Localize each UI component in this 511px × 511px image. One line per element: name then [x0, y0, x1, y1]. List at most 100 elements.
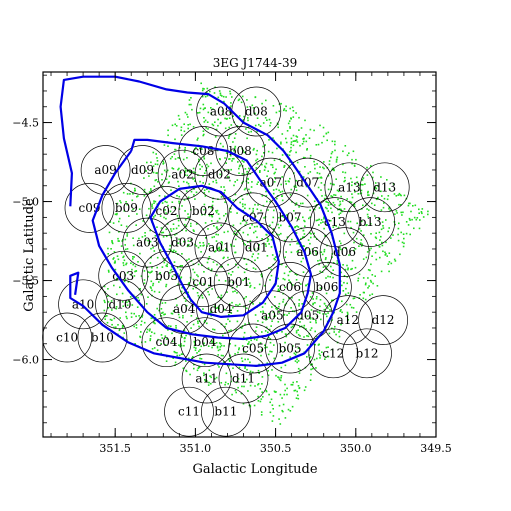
data-point	[362, 234, 365, 236]
data-point	[271, 221, 274, 224]
data-point	[267, 209, 269, 211]
x-axis-label: Galactic Longitude	[192, 462, 317, 477]
data-point	[121, 292, 124, 295]
data-point	[297, 394, 299, 397]
data-point	[197, 275, 199, 278]
data-point	[305, 134, 307, 136]
data-point	[340, 309, 342, 311]
data-point	[164, 302, 167, 304]
data-point	[192, 323, 195, 326]
data-point	[150, 161, 152, 164]
data-point	[390, 262, 393, 265]
field-label: c04	[156, 335, 178, 349]
data-point	[370, 233, 372, 235]
data-point	[150, 188, 152, 190]
data-point	[190, 97, 192, 99]
data-point	[321, 271, 324, 273]
data-point	[166, 169, 169, 172]
data-point	[156, 278, 159, 280]
data-point	[302, 176, 305, 178]
data-point	[153, 290, 156, 293]
data-point	[320, 182, 323, 184]
data-point	[292, 284, 294, 286]
data-point	[153, 332, 156, 335]
data-point	[223, 186, 225, 188]
data-point	[315, 321, 317, 324]
data-point	[207, 267, 210, 269]
data-point	[242, 118, 245, 121]
data-point	[210, 207, 212, 209]
data-point	[341, 284, 343, 287]
data-point	[164, 344, 167, 346]
data-point	[203, 121, 206, 123]
data-point	[207, 111, 210, 114]
data-point	[218, 342, 221, 344]
data-point	[228, 330, 230, 332]
data-point	[300, 237, 302, 240]
data-point	[201, 296, 204, 299]
data-point	[151, 348, 154, 350]
data-point	[290, 307, 292, 309]
data-point	[418, 227, 421, 230]
data-point	[156, 226, 158, 228]
data-point	[131, 304, 134, 306]
data-point	[278, 376, 280, 379]
data-point	[284, 417, 287, 419]
data-point	[264, 166, 267, 169]
data-point	[206, 380, 208, 382]
data-point	[232, 141, 234, 143]
data-point	[257, 383, 260, 385]
data-point	[230, 380, 233, 383]
data-point	[121, 301, 124, 303]
data-point	[289, 177, 291, 180]
data-point	[298, 387, 301, 390]
field-circle	[159, 284, 210, 334]
data-point	[358, 245, 360, 247]
data-point	[316, 296, 318, 298]
data-point	[199, 180, 201, 183]
data-point	[223, 361, 225, 363]
data-point	[236, 285, 238, 288]
data-point	[295, 232, 298, 234]
data-point	[129, 296, 132, 298]
data-point	[179, 268, 182, 271]
data-point	[287, 274, 290, 277]
data-point	[131, 199, 134, 202]
data-point	[192, 268, 194, 271]
data-point	[262, 122, 265, 124]
data-point	[358, 273, 361, 276]
data-point	[147, 296, 149, 298]
data-point	[249, 372, 251, 375]
data-point	[174, 273, 177, 276]
data-point	[327, 131, 330, 134]
data-point	[178, 202, 181, 205]
data-point	[264, 347, 266, 349]
data-point	[168, 248, 171, 251]
data-point	[229, 179, 231, 182]
data-point	[164, 200, 166, 203]
data-point	[139, 335, 141, 338]
data-point	[190, 315, 193, 317]
data-point	[303, 326, 305, 329]
data-point	[231, 287, 234, 289]
data-point	[306, 149, 308, 151]
data-point	[108, 231, 111, 234]
data-point	[188, 284, 191, 287]
data-point	[389, 209, 392, 212]
data-point	[252, 253, 254, 255]
data-point	[149, 338, 152, 340]
data-point	[192, 126, 195, 128]
data-point	[295, 139, 298, 141]
data-point	[380, 228, 383, 231]
data-point	[234, 145, 237, 148]
data-point	[186, 157, 188, 159]
data-point	[218, 246, 221, 249]
data-point	[204, 379, 206, 381]
data-point	[292, 110, 295, 112]
data-point	[210, 220, 213, 222]
data-point	[315, 238, 318, 240]
data-point	[233, 245, 235, 247]
data-point	[200, 345, 202, 348]
data-point	[182, 315, 184, 317]
data-point	[339, 329, 341, 332]
